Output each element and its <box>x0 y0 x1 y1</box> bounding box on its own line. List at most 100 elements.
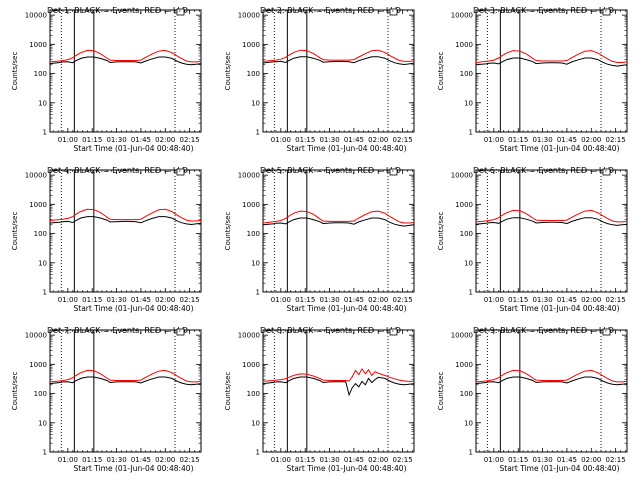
x-axis-label: Start Time (01-Jun-04 00:48:40) <box>287 464 407 473</box>
x-tick-label: 01:00 <box>58 456 78 464</box>
y-axis-label: Counts/sec <box>437 52 445 91</box>
y-axis-label: Counts/sec <box>11 212 19 251</box>
x-axis-label: Start Time (01-Jun-04 00:48:40) <box>287 304 407 313</box>
series-line-events <box>49 376 202 386</box>
y-tick-label: 1000 <box>29 201 47 209</box>
y-axis-label: Counts/sec <box>437 372 445 411</box>
y-tick-label: 1000 <box>242 41 260 49</box>
y-tick-label: 10 <box>251 419 260 427</box>
x-tick-label: 02:00 <box>155 456 175 464</box>
panel-title: Det 1: BLACK = Events, RED = LLD <box>47 6 188 15</box>
x-tick-label: 01:15 <box>82 296 102 304</box>
x-axis-label: Start Time (01-Jun-04 00:48:40) <box>287 144 407 153</box>
legend-box <box>602 8 611 16</box>
x-tick-label: 02:15 <box>393 296 413 304</box>
y-tick-label: 100 <box>460 230 473 238</box>
detector-panel-5: Det 5: BLACK = Events, RED = LLD 1 10 100 10… <box>224 166 415 313</box>
y-tick-label: 1 <box>43 449 47 457</box>
x-tick-label: 02:00 <box>581 456 601 464</box>
x-tick-label: 01:45 <box>131 136 151 144</box>
y-tick-label: 1000 <box>29 361 47 369</box>
x-tick-label: 02:00 <box>581 296 601 304</box>
x-tick-label: 01:45 <box>344 456 364 464</box>
y-axis-label: Counts/sec <box>11 372 19 411</box>
series-line-events <box>49 216 202 226</box>
y-tick-label: 10000 <box>238 332 260 340</box>
x-tick-label: 01:30 <box>319 456 339 464</box>
y-tick-label: 100 <box>247 230 260 238</box>
x-tick-label: 02:00 <box>368 456 388 464</box>
y-tick-label: 100 <box>34 390 47 398</box>
x-tick-label: 01:00 <box>484 296 504 304</box>
y-tick-label: 10000 <box>451 12 473 20</box>
x-tick-label: 01:30 <box>106 136 126 144</box>
x-tick-label: 01:00 <box>484 456 504 464</box>
panel-title: Det 7: BLACK = Events, RED = LLD <box>47 326 188 335</box>
x-tick-label: 01:00 <box>58 136 78 144</box>
series-line-lld <box>262 49 415 62</box>
x-tick-label: 02:15 <box>393 136 413 144</box>
y-axis-label: Counts/sec <box>224 212 232 251</box>
panel-title: Det 4: BLACK = Events, RED = LLD <box>47 166 188 175</box>
plot-frame <box>49 9 202 133</box>
x-axis-label: Start Time (01-Jun-04 00:48:40) <box>74 304 194 313</box>
x-axis-label: Start Time (01-Jun-04 00:48:40) <box>74 144 194 153</box>
detector-panel-2: Det 2: BLACK = Events, RED = LLD 1 10 100 10… <box>224 6 415 153</box>
y-tick-label: 10000 <box>451 332 473 340</box>
x-tick-label: 02:15 <box>606 136 626 144</box>
y-tick-label: 10000 <box>238 172 260 180</box>
x-tick-label: 02:00 <box>368 296 388 304</box>
x-tick-label: 01:30 <box>532 136 552 144</box>
x-tick-label: 02:00 <box>368 136 388 144</box>
x-tick-label: 01:30 <box>319 136 339 144</box>
x-tick-label: 01:30 <box>532 296 552 304</box>
y-tick-label: 1 <box>43 289 47 297</box>
y-axis-label: Counts/sec <box>11 52 19 91</box>
y-tick-label: 10000 <box>451 172 473 180</box>
x-tick-label: 01:45 <box>557 456 577 464</box>
x-tick-label: 01:15 <box>82 136 102 144</box>
detector-panel-4: Det 4: BLACK = Events, RED = LLD 1 10 100 10… <box>11 166 202 313</box>
x-tick-label: 01:45 <box>131 296 151 304</box>
x-tick-label: 01:45 <box>344 136 364 144</box>
plot-frame <box>475 329 628 453</box>
x-axis-label: Start Time (01-Jun-04 00:48:40) <box>500 304 620 313</box>
plot-frame <box>49 329 202 453</box>
y-tick-label: 10 <box>251 259 260 267</box>
x-tick-label: 01:15 <box>508 136 528 144</box>
x-tick-label: 01:45 <box>557 136 577 144</box>
plot-frame <box>262 169 415 293</box>
legend-box <box>176 328 185 336</box>
y-tick-label: 100 <box>34 230 47 238</box>
x-tick-label: 01:15 <box>508 296 528 304</box>
x-tick-label: 01:00 <box>271 136 291 144</box>
x-tick-label: 01:15 <box>295 456 315 464</box>
series-line-lld <box>262 367 414 382</box>
plot-frame <box>262 329 415 453</box>
series-line-events <box>49 56 202 66</box>
plot-frame <box>262 9 415 133</box>
y-tick-label: 10 <box>464 99 473 107</box>
panel-title: Det 2: BLACK = Events, RED = LLD <box>260 6 401 15</box>
x-tick-label: 01:15 <box>508 456 528 464</box>
detector-panel-9: Det 9: BLACK = Events, RED = LLD 1 10 100 10… <box>437 326 628 473</box>
x-tick-label: 01:30 <box>319 296 339 304</box>
x-tick-label: 01:30 <box>106 296 126 304</box>
detector-panel-6: Det 6: BLACK = Events, RED = LLD 1 10 100 10… <box>437 166 628 313</box>
y-tick-label: 1 <box>43 129 47 137</box>
plot-frame <box>475 169 628 293</box>
y-tick-label: 10 <box>464 259 473 267</box>
legend-box <box>389 168 398 176</box>
legend-box <box>176 168 185 176</box>
detector-panel-3: Det 3: BLACK = Events, RED = LLD 1 10 100 10… <box>437 6 628 153</box>
y-axis-label: Counts/sec <box>224 372 232 411</box>
series-line-events <box>262 217 415 227</box>
x-tick-label: 01:00 <box>271 296 291 304</box>
y-tick-label: 100 <box>247 70 260 78</box>
x-tick-label: 01:30 <box>106 456 126 464</box>
x-tick-label: 01:45 <box>344 296 364 304</box>
y-tick-label: 10 <box>464 419 473 427</box>
y-tick-label: 1000 <box>242 361 260 369</box>
legend-box <box>602 168 611 176</box>
